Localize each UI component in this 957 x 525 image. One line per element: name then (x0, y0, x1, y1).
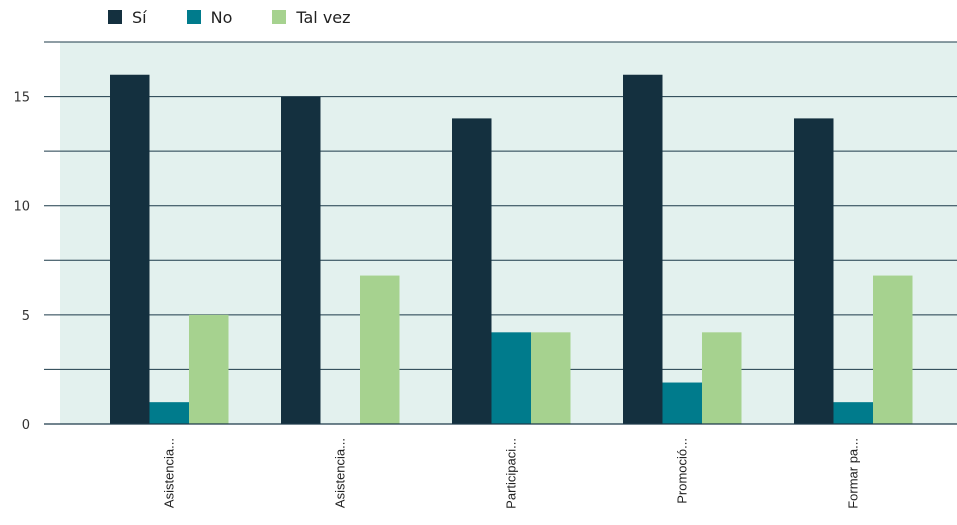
bar (281, 96, 321, 425)
legend-item-tal-vez: Tal vez (272, 7, 351, 27)
bar (833, 402, 873, 424)
bar (452, 118, 492, 425)
legend-item-no: No (186, 7, 233, 27)
chart-legend: Sí No Tal vez (108, 6, 391, 28)
bar (360, 275, 400, 424)
bar (662, 382, 702, 424)
y-tick-label: 5 (22, 309, 30, 324)
y-tick-label: 0 (22, 418, 30, 433)
bar (531, 332, 571, 424)
bar (189, 314, 229, 424)
legend-swatch-tal-vez (272, 10, 287, 24)
legend-label-no: No (210, 7, 233, 27)
bar (149, 402, 189, 424)
legend-item-si: Sí (108, 8, 147, 27)
bar (110, 74, 150, 424)
x-category-label: Participaci... (503, 438, 518, 509)
x-category-label: Asistencia... (161, 438, 176, 508)
legend-label-tal-vez: Tal vez (296, 7, 351, 27)
bar (623, 74, 663, 424)
bar (794, 118, 834, 425)
x-category-label: Promoció... (674, 438, 689, 504)
legend-swatch-si (108, 10, 122, 24)
x-category-label: Asistencia... (332, 438, 347, 508)
x-category-label: Formar pa... (845, 438, 860, 509)
bar (491, 332, 531, 424)
y-tick-label: 10 (13, 200, 30, 215)
bar (873, 275, 913, 424)
y-tick-label: 15 (13, 91, 30, 106)
legend-swatch-no (186, 10, 201, 24)
legend-label-si: Sí (132, 7, 147, 27)
bar (702, 332, 742, 424)
